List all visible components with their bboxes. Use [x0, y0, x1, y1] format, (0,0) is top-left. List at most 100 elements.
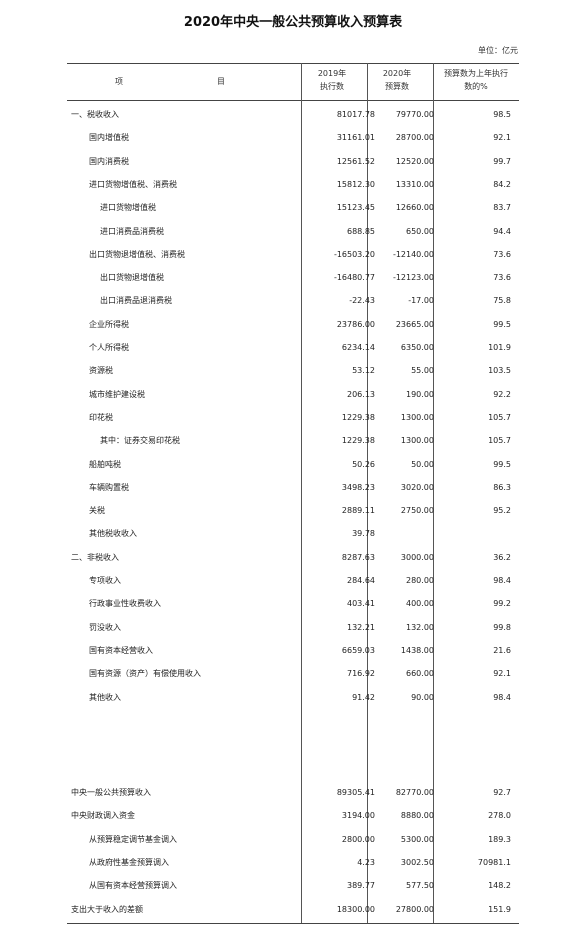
value-2019: 1229.38 — [341, 412, 375, 422]
table-row: 国有资本经营收入 6659.03 1438.00 21.6 — [67, 639, 519, 662]
header-bottom-rule — [67, 100, 519, 101]
value-pct: 36.2 — [493, 552, 511, 562]
value-2019: 3194.00 — [341, 811, 375, 821]
value-2020: 50.00 — [411, 459, 434, 469]
table-row: 其中：证券交易印花税 1229.38 1300.00 105.7 — [67, 429, 519, 452]
value-2019: 15123.45 — [336, 203, 375, 213]
value-pct: 99.5 — [493, 319, 511, 329]
value-2019: 23786.00 — [336, 319, 375, 329]
table-row: 支出大于收入的差额 18300.00 27800.00 151.9 — [67, 898, 519, 921]
value-pct: 103.5 — [488, 366, 511, 376]
header-pct-line2: 数的% — [464, 82, 488, 91]
row-label: 船舶吨税 — [89, 459, 121, 469]
row-label: 国有资源（资产）有偿使用收入 — [89, 669, 201, 679]
table-row: 罚没收入 132.21 132.00 99.8 — [67, 616, 519, 639]
row-label: 进口消费品消费税 — [100, 226, 164, 236]
value-2019: 132.21 — [347, 622, 375, 632]
header-2019: 2019年 执行数 — [301, 67, 363, 93]
table-row: 从国有资本经营预算调入 389.77 577.50 148.2 — [67, 874, 519, 897]
header-2019-label: 执行数 — [320, 82, 344, 91]
value-2020: 82770.00 — [395, 788, 434, 797]
table-row: 其他税收收入 39.78 — [67, 522, 519, 545]
value-2020: -12140.00 — [392, 249, 434, 259]
value-pct: 98.5 — [493, 110, 511, 119]
row-label: 关税 — [89, 506, 105, 516]
value-2019: 206.13 — [347, 389, 375, 399]
table-row: 从政府性基金预算调入 4.23 3002.50 70981.1 — [67, 851, 519, 874]
value-2020: 27800.00 — [395, 904, 434, 914]
row-label: 一、税收收入 — [71, 110, 119, 119]
row-label: 印花税 — [89, 412, 113, 422]
table-row: 中央一般公共预算收入 89305.41 82770.00 92.7 — [67, 781, 519, 804]
table-row: 国内消费税 12561.52 12520.00 99.7 — [67, 150, 519, 173]
table-row: 企业所得税 23786.00 23665.00 99.5 — [67, 313, 519, 336]
value-2020: -12123.00 — [392, 273, 434, 283]
row-label: 出口货物退增值税 — [100, 273, 164, 283]
table-row: 船舶吨税 50.26 50.00 99.5 — [67, 453, 519, 476]
value-2019: 31161.01 — [336, 133, 375, 143]
table-row: 车辆购置税 3498.23 3020.00 86.3 — [67, 476, 519, 499]
value-pct: 70981.1 — [477, 857, 511, 867]
row-label: 出口货物退增值税、消费税 — [89, 249, 185, 259]
value-2019: 1229.38 — [341, 436, 375, 446]
row-label: 行政事业性收费收入 — [89, 599, 161, 609]
row-label: 其他税收收入 — [89, 529, 137, 539]
value-2019: -16480.77 — [333, 273, 375, 283]
value-2020: 3020.00 — [400, 482, 434, 492]
value-2019: 50.26 — [352, 459, 375, 469]
value-2020: 1438.00 — [400, 645, 434, 655]
value-2020: 13310.00 — [395, 179, 434, 189]
value-2020: 1300.00 — [400, 436, 434, 446]
row-label: 其他收入 — [89, 692, 121, 702]
value-2020: 190.00 — [406, 389, 434, 399]
value-pct: 21.6 — [493, 645, 511, 655]
header-pct: 预算数为上年执行 数的% — [433, 67, 519, 93]
table-row: 出口货物退增值税、消费税 -16503.20 -12140.00 73.6 — [67, 243, 519, 266]
value-pct: 148.2 — [488, 881, 511, 891]
value-2019: 6234.14 — [341, 343, 375, 352]
value-2020: 650.00 — [406, 226, 434, 236]
value-2019: 81017.78 — [336, 110, 375, 119]
value-2020: 55.00 — [411, 366, 434, 376]
value-2019: 12561.52 — [336, 156, 375, 166]
table-title: 2020年中央一般公共预算收入预算表 — [183, 15, 403, 30]
row-label: 从政府性基金预算调入 — [89, 857, 169, 867]
value-2019: 18300.00 — [336, 904, 375, 914]
header-2019-year: 2019年 — [317, 69, 347, 78]
row-label: 国内增值税 — [89, 133, 129, 143]
row-label: 中央一般公共预算收入 — [71, 788, 151, 797]
value-2019: 403.41 — [347, 599, 375, 609]
table-row: 个人所得税 6234.14 6350.00 101.9 — [67, 336, 519, 359]
value-2019: 6659.03 — [341, 645, 375, 655]
column-rule — [367, 63, 368, 923]
row-label: 资源税 — [89, 366, 113, 376]
value-2019: 53.12 — [352, 366, 375, 376]
row-label: 二、非税收入 — [71, 552, 119, 562]
table-row: 出口货物退增值税 -16480.77 -12123.00 73.6 — [67, 266, 519, 289]
value-pct: 95.2 — [493, 506, 511, 516]
value-pct: 105.7 — [488, 436, 511, 446]
table-row: 印花税 1229.38 1300.00 105.7 — [67, 406, 519, 429]
table-bottom-rule — [67, 923, 519, 924]
value-2020: 12520.00 — [395, 156, 434, 166]
table-row: 中央财政调入资金 3194.00 8880.00 278.0 — [67, 804, 519, 827]
value-2019: 2800.00 — [341, 834, 375, 844]
table-row: 出口消费品退消费税 -22.43 -17.00 75.8 — [67, 289, 519, 312]
value-2020: 28700.00 — [395, 133, 434, 143]
row-label: 其中：证券交易印花税 — [100, 436, 180, 446]
table-row: 其他收入 91.42 90.00 98.4 — [67, 686, 519, 709]
value-pct: 92.7 — [493, 788, 511, 797]
value-2020: 3000.00 — [400, 552, 434, 562]
value-pct: 101.9 — [488, 343, 511, 352]
table-row: 城市维护建设税 206.13 190.00 92.2 — [67, 383, 519, 406]
value-2020: 6350.00 — [400, 343, 434, 352]
value-2019: 89305.41 — [336, 788, 375, 797]
value-2019: -22.43 — [349, 296, 375, 306]
table-row: 国内增值税 31161.01 28700.00 92.1 — [67, 126, 519, 149]
value-2019: 688.85 — [347, 226, 375, 236]
value-2020: 23665.00 — [395, 319, 434, 329]
table-row: 进口消费品消费税 688.85 650.00 94.4 — [67, 220, 519, 243]
value-pct: 92.1 — [493, 669, 511, 679]
value-2019: 389.77 — [347, 881, 375, 891]
value-pct: 83.7 — [493, 203, 511, 213]
